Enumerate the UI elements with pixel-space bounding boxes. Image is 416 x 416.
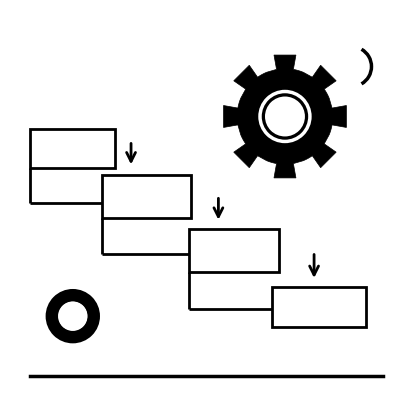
Bar (102, 175, 191, 218)
Bar (189, 229, 279, 272)
Bar (272, 287, 366, 327)
Circle shape (47, 290, 99, 342)
Circle shape (59, 303, 86, 329)
Polygon shape (223, 55, 347, 178)
Circle shape (265, 97, 305, 136)
Bar (30, 129, 115, 168)
